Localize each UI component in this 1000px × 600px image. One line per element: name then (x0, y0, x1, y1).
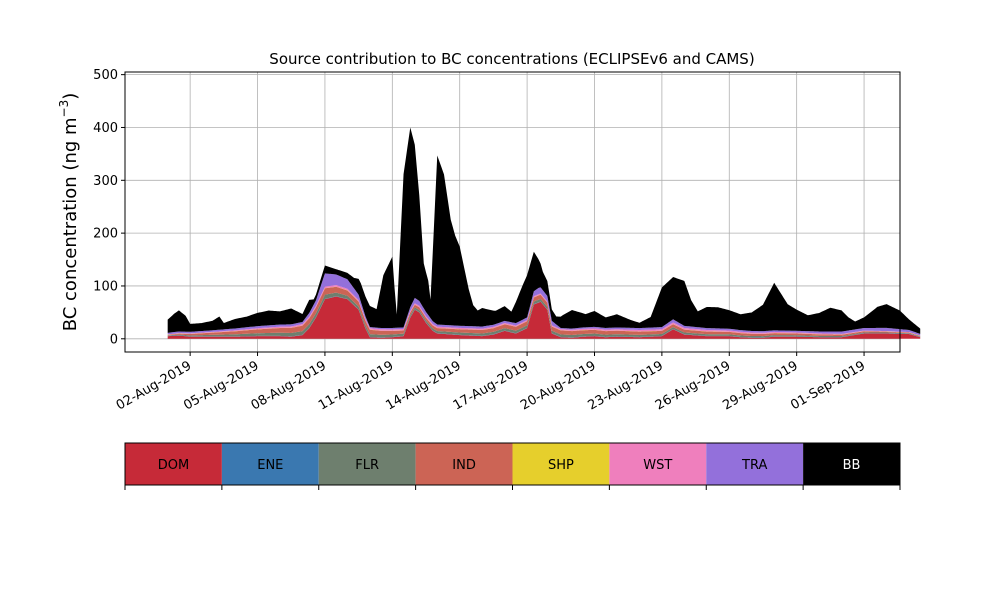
legend-colorbar: DOM ENE FLR IND SHP WST TRA BB (124, 442, 901, 490)
y-axis-label: BC concentration (ng m−3) (57, 93, 81, 332)
x-tick-label: 05-Aug-2019 (181, 358, 261, 413)
legend-label-ind: IND (452, 458, 476, 473)
legend-swatch-wst (609, 443, 707, 485)
legend-swatch-ene (221, 443, 319, 485)
y-axis-label-superscript: −3 (57, 100, 71, 118)
area-flr (167, 292, 921, 338)
x-tick-label: 14-Aug-2019 (383, 358, 463, 413)
x-tick-label: 26-Aug-2019 (653, 358, 733, 413)
legend-label-dom: DOM (158, 458, 189, 473)
legend-label-ene: ENE (257, 458, 283, 473)
y-tick-label: 0 (110, 332, 118, 347)
grid (125, 72, 900, 352)
area-tra (167, 273, 921, 336)
y-tick-label: 400 (93, 121, 118, 136)
legend-label-flr: FLR (355, 458, 379, 473)
x-tick-label: 20-Aug-2019 (518, 358, 598, 413)
legend-swatch-shp (512, 443, 610, 485)
legend-label-tra: TRA (741, 458, 767, 473)
y-tick-label: 100 (93, 279, 118, 294)
area-bb (167, 127, 921, 334)
area-wst (167, 285, 921, 336)
x-tick-label: 23-Aug-2019 (586, 358, 666, 413)
chart-title: Source contribution to BC concentrations… (269, 50, 754, 68)
x-tick-label: 29-Aug-2019 (720, 358, 800, 413)
legend-swatch-tra (706, 443, 804, 485)
y-tick-label: 500 (93, 68, 118, 83)
legend-label-shp: SHP (548, 458, 574, 473)
legend-label-bb: BB (843, 458, 861, 473)
x-tick-label: 11-Aug-2019 (316, 358, 396, 413)
y-axis-label-text: BC concentration (ng m (60, 117, 81, 331)
legend-swatch-ind (415, 443, 513, 485)
y-tick-label: 200 (93, 227, 118, 242)
legend-swatch-dom (125, 443, 222, 485)
x-tick-label: 02-Aug-2019 (114, 358, 194, 413)
plot-frame (124, 71, 901, 353)
stacked-areas (167, 127, 921, 339)
y-tick-label: 300 (93, 174, 118, 189)
legend-swatch-bb (803, 443, 900, 485)
legend-swatch-flr (318, 443, 416, 485)
legend-label-wst: WST (643, 458, 672, 473)
x-tick-label: 17-Aug-2019 (451, 358, 531, 413)
axes: 0 100 200 300 400 500 02-Aug-201905-Aug-201908… (93, 68, 901, 414)
x-tick-label: 08-Aug-2019 (249, 358, 329, 413)
y-axis-label-close: ) (60, 93, 81, 100)
area-ind (167, 286, 921, 337)
x-tick-label: 01-Sep-2019 (788, 358, 868, 413)
